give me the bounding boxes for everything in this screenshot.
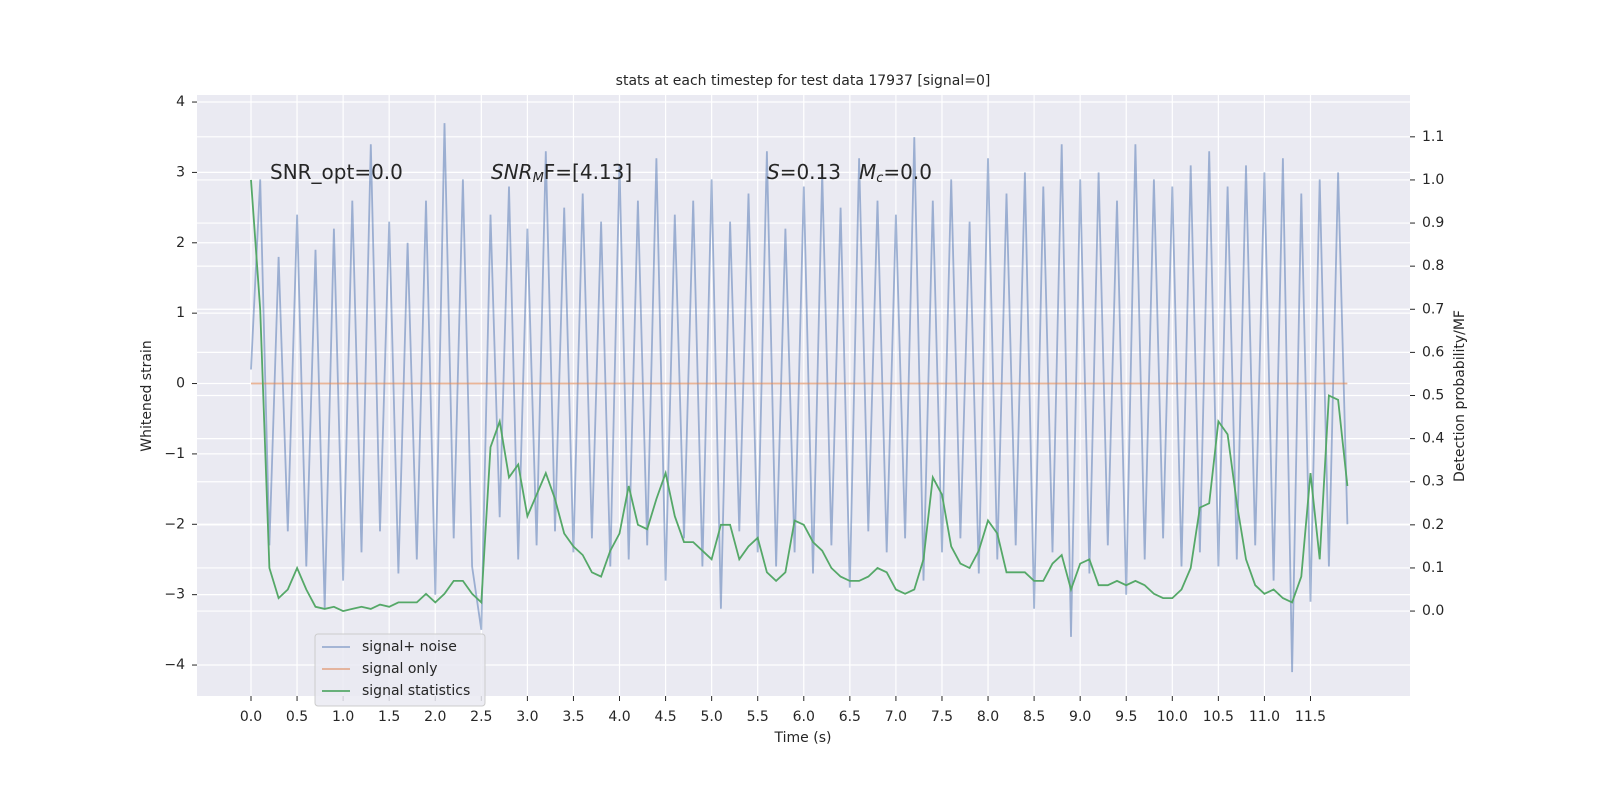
y-tick-label: −1 — [164, 446, 185, 462]
legend-box — [314, 633, 486, 707]
annotation: S=0.13 — [767, 160, 841, 184]
x-tick-label: 4.0 — [608, 709, 630, 725]
x-tick-label: 1.0 — [332, 709, 354, 725]
y2-tick-label: 0.4 — [1422, 431, 1444, 447]
y-tick-label: 2 — [176, 235, 185, 251]
y-tick-label: 1 — [176, 305, 185, 321]
annotation: Mc=0.0 — [859, 160, 932, 186]
y-tick-label: −4 — [164, 657, 185, 673]
y2-tick-label: 0.5 — [1422, 388, 1444, 404]
annotation-text: =0.13 — [780, 160, 841, 184]
y-tick-label: 0 — [176, 376, 185, 392]
annotation-subscript: c — [876, 171, 883, 186]
y2-tick-label: 0.3 — [1422, 474, 1444, 490]
annotation: SNR_opt=0.0 — [270, 160, 403, 184]
x-tick-label: 5.5 — [747, 709, 769, 725]
y2-tick-label: 0.9 — [1422, 215, 1444, 231]
x-tick-label: 10.0 — [1157, 709, 1188, 725]
x-tick-label: 0.5 — [286, 709, 308, 725]
annotation-text: =0.0 — [883, 160, 932, 184]
annotation-symbol: S — [767, 160, 780, 184]
data-line — [250, 179, 1349, 613]
annotation-symbol: M — [859, 160, 876, 184]
x-tick-label: 8.0 — [977, 709, 999, 725]
x-tick-label: 0.0 — [240, 709, 262, 725]
x-tick-label: 9.0 — [1069, 709, 1091, 725]
x-tick-label: 7.0 — [885, 709, 907, 725]
x-tick-label: 3.0 — [516, 709, 538, 725]
y2-tick-label: 0.7 — [1422, 301, 1444, 317]
y2-tick-label: 0.8 — [1422, 258, 1444, 274]
annotation: SNRMF=[4.13] — [491, 160, 632, 186]
y-tick-label: −3 — [164, 587, 185, 603]
y2-tick-label: 1.0 — [1422, 172, 1444, 188]
y2-tick-label: 0.2 — [1422, 517, 1444, 533]
chart-title: stats at each timestep for test data 179… — [616, 73, 991, 89]
y2-tick-label: 1.1 — [1422, 129, 1444, 145]
x-tick-label: 6.0 — [793, 709, 815, 725]
x-tick-label: 2.0 — [424, 709, 446, 725]
x-tick-label: 6.5 — [839, 709, 861, 725]
x-tick-label: 10.5 — [1203, 709, 1234, 725]
annotation-subscript: M — [533, 171, 544, 186]
x-axis-label: Time (s) — [774, 730, 832, 746]
x-tick-label: 2.5 — [470, 709, 492, 725]
y2-tick-label: 0.1 — [1422, 560, 1444, 576]
x-tick-label: 11.0 — [1249, 709, 1280, 725]
y-tick-label: −2 — [164, 516, 185, 532]
data-line — [250, 123, 1349, 673]
y2-axis-label: Detection probability/MF — [1452, 310, 1468, 482]
annotation-text: F=[4.13] — [544, 160, 632, 184]
annotation-symbol: SNR — [491, 160, 533, 184]
x-tick-label: 5.0 — [701, 709, 723, 725]
x-tick-label: 9.5 — [1115, 709, 1137, 725]
x-tick-label: 1.5 — [378, 709, 400, 725]
legend-label: signal+ noise — [362, 639, 457, 655]
y-tick-label: 3 — [176, 164, 185, 180]
y2-tick-label: 0.0 — [1422, 603, 1444, 619]
legend-label: signal statistics — [362, 683, 470, 699]
legend-label: signal only — [362, 661, 437, 677]
y2-tick-label: 0.6 — [1422, 344, 1444, 360]
x-tick-label: 4.5 — [654, 709, 676, 725]
y-axis-label: Whitened strain — [139, 340, 155, 451]
y-tick-label: 4 — [176, 94, 185, 110]
x-tick-label: 3.5 — [562, 709, 584, 725]
annotation-text: SNR_opt=0.0 — [270, 160, 403, 184]
x-tick-label: 8.5 — [1023, 709, 1045, 725]
x-tick-label: 11.5 — [1295, 709, 1326, 725]
x-tick-label: 7.5 — [931, 709, 953, 725]
